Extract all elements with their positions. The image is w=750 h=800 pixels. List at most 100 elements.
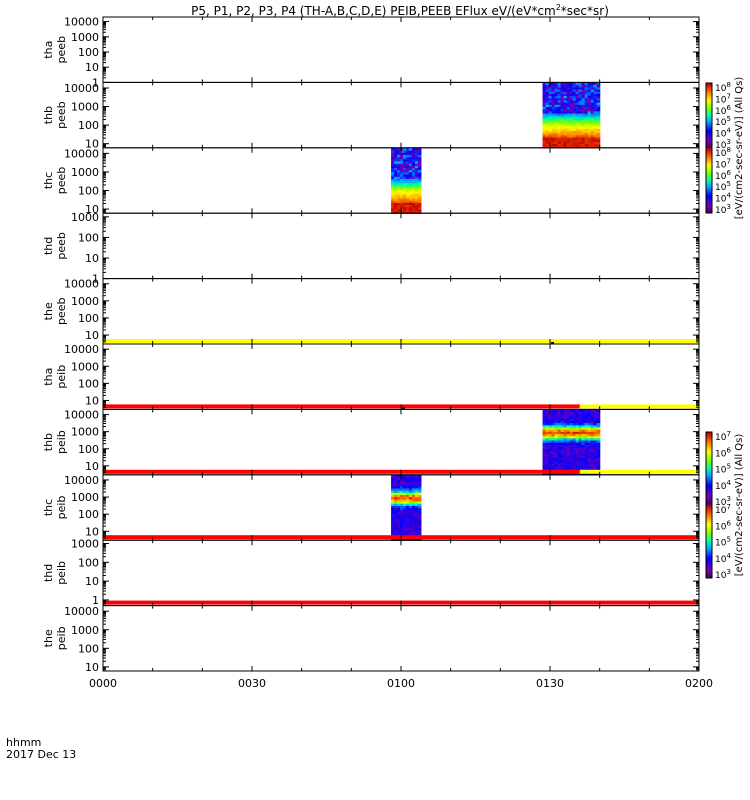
spectrogram-cell <box>391 197 395 201</box>
spectrogram-cell <box>587 97 592 101</box>
spectrogram-cell <box>405 200 410 203</box>
spectrogram-cell <box>545 422 550 426</box>
spectrogram-cell <box>596 424 601 428</box>
spectrogram-cell <box>542 448 547 452</box>
spectrogram-cell <box>417 494 422 498</box>
colorbar-cell <box>706 97 712 100</box>
y-tick-label: 1000 <box>71 31 99 44</box>
spectrogram-cell <box>391 527 395 530</box>
spectrogram-cell <box>584 448 589 452</box>
spectrogram-cell <box>391 516 395 519</box>
spectrogram-cell <box>569 429 574 432</box>
spectrogram-cell <box>587 450 592 454</box>
spectrogram-cell <box>394 476 398 480</box>
colorbar-cell <box>706 152 712 155</box>
spectrogram-cell <box>578 123 583 127</box>
spectrogram-cell <box>417 514 422 517</box>
spectrogram-cell <box>397 487 401 491</box>
spectrogram-cell <box>575 91 580 94</box>
spectrogram-cell <box>548 446 553 450</box>
spectrogram-cell <box>596 418 601 421</box>
spectrogram-cell <box>587 429 592 432</box>
spectrogram-cell <box>575 110 580 114</box>
colorbar-cell <box>706 473 712 477</box>
spectrogram-cell <box>572 418 577 421</box>
spectrogram-cell <box>581 472 586 476</box>
spectrogram-cell <box>569 420 574 424</box>
spectrogram-cell <box>557 472 562 476</box>
colorbar-cell <box>706 191 712 194</box>
spectrogram-cell <box>584 439 589 443</box>
spectrogram-cell <box>405 490 410 493</box>
spectrogram-cell <box>548 132 553 136</box>
spectrogram-cell <box>596 97 601 101</box>
spectrogram-cell <box>578 472 583 476</box>
spectrogram-cell <box>569 415 574 419</box>
spectrogram-cell <box>417 511 422 515</box>
spectrogram-cell <box>596 461 601 465</box>
spectrogram-cell <box>400 492 404 496</box>
spectrogram-cell <box>408 202 413 206</box>
colorbar-cell <box>706 501 712 504</box>
colorbar-cell <box>706 196 712 199</box>
spectrogram-cell <box>551 472 556 476</box>
spectrogram-cell <box>590 415 595 419</box>
spectrogram-cell <box>391 483 395 487</box>
spectrogram-cell <box>548 115 553 118</box>
spectrogram-cell <box>391 518 395 522</box>
spectrogram-cell <box>542 446 547 450</box>
spectrogram-cell <box>391 498 395 502</box>
spectrogram-cell <box>596 108 601 112</box>
spectrogram-cell <box>575 409 580 413</box>
spectrogram-cell <box>587 411 592 415</box>
spectrogram-cell <box>554 435 559 439</box>
spectrogram-cell <box>575 134 580 138</box>
spectrogram-cell <box>417 182 422 186</box>
spectrogram-cell <box>584 431 589 434</box>
spectrogram-cell <box>581 411 586 415</box>
colorbar-cell <box>706 138 712 141</box>
spectrogram-cell <box>587 457 592 461</box>
spectrogram-cell <box>402 498 407 502</box>
spectrogram-cell <box>563 448 568 452</box>
spectrogram-cell <box>551 413 556 417</box>
flag-bar-segment <box>103 469 580 474</box>
colorbar-cell <box>706 519 712 522</box>
spectrogram-cell <box>557 455 562 458</box>
spectrogram-cell <box>414 193 419 197</box>
spectrogram-cell <box>593 104 598 107</box>
spectrogram-cell <box>557 117 562 121</box>
spectrogram-cell <box>402 171 407 175</box>
spectrogram-cell <box>411 200 416 203</box>
spectrogram-cell <box>542 415 547 419</box>
colorbar-cell <box>706 444 712 448</box>
spectrogram-cell <box>578 457 583 461</box>
spectrogram-cell <box>400 524 404 528</box>
spectrogram-cell <box>417 163 422 166</box>
spectrogram-cell <box>569 86 574 90</box>
spectrogram-cell <box>587 93 592 97</box>
spectrogram-cell <box>405 152 410 155</box>
colorbar-cell <box>706 433 712 437</box>
spectrogram-cell <box>575 431 580 434</box>
spectrogram-cell <box>566 121 571 125</box>
spectrogram-cell <box>402 158 407 162</box>
spectrogram-cell <box>572 108 577 112</box>
spectrogram-cell <box>408 498 413 502</box>
spectrogram-cell <box>554 411 559 415</box>
colorbar-cell <box>706 126 712 129</box>
spectrogram-cell <box>578 453 583 456</box>
spectrogram-cell <box>572 463 577 467</box>
spectrogram-cell <box>584 136 589 140</box>
spectrogram-cell <box>563 132 568 136</box>
spectrogram-cell <box>400 514 404 517</box>
spectrogram-cell <box>566 117 571 121</box>
spectrogram-cell <box>578 413 583 417</box>
spectrogram-cell <box>402 516 407 519</box>
spectrogram-cell <box>554 121 559 125</box>
spectrogram-cell <box>548 123 553 127</box>
spectrogram-cell <box>397 498 401 502</box>
spectrogram-cell <box>572 415 577 419</box>
